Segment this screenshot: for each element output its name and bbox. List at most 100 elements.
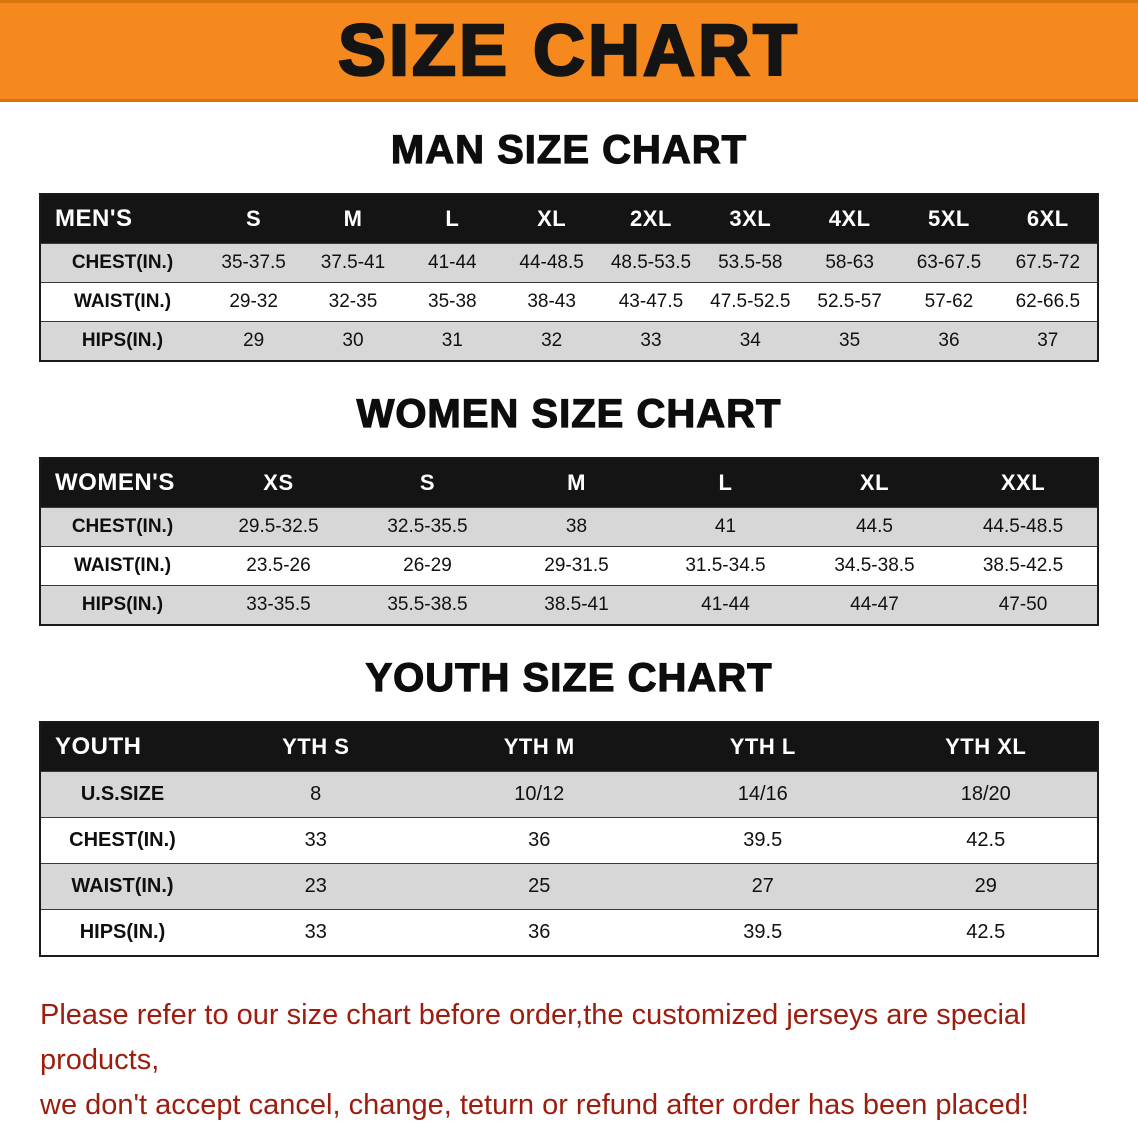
data-cell: 36 xyxy=(427,909,651,956)
row-label: CHEST(IN.) xyxy=(40,243,204,283)
data-cell: 42.5 xyxy=(874,817,1098,864)
data-cell: 62-66.5 xyxy=(998,282,1098,322)
size-header-cell: XL xyxy=(501,194,602,244)
data-cell: 44.5 xyxy=(799,507,949,547)
data-cell: 35 xyxy=(799,321,900,361)
data-cell: 33 xyxy=(203,817,428,864)
data-cell: 37 xyxy=(998,321,1098,361)
women-size-section: WOMEN SIZE CHART WOMEN'S XS S M L XL XXL CHEST(… xyxy=(0,391,1138,626)
data-cell: 39.5 xyxy=(650,817,875,864)
data-cell: 32-35 xyxy=(303,282,403,322)
footer-disclaimer-line2: we don't accept cancel, change, teturn o… xyxy=(40,1088,1029,1121)
data-cell: 26-29 xyxy=(352,546,502,586)
table-row: CHEST(IN.) 35-37.5 37.5-41 41-44 44-48.5 48.5… xyxy=(40,243,1098,283)
size-header-cell: S xyxy=(203,194,304,244)
row-label: WAIST(IN.) xyxy=(40,282,204,322)
data-cell: 58-63 xyxy=(799,243,900,283)
table-row: U.S.SIZE 8 10/12 14/16 18/20 xyxy=(40,771,1098,818)
size-header-cell: YTH S xyxy=(203,722,428,772)
table-title-cell: YOUTH xyxy=(40,722,204,772)
banner: SIZE CHART xyxy=(0,0,1138,102)
youth-size-section: YOUTH SIZE CHART YOUTH YTH S YTH M YTH L YTH… xyxy=(0,655,1138,957)
size-header-cell: 6XL xyxy=(998,194,1098,244)
data-cell: 29-32 xyxy=(203,282,304,322)
footer-disclaimer-line1: Please refer to our size chart before or… xyxy=(40,999,1027,1076)
size-header-cell: L xyxy=(402,194,502,244)
data-cell: 29-31.5 xyxy=(501,546,651,586)
data-cell: 33 xyxy=(601,321,701,361)
data-cell: 67.5-72 xyxy=(998,243,1098,283)
footer-disclaimer: Please refer to our size chart before or… xyxy=(40,993,1098,1128)
table-row: WAIST(IN.) 29-32 32-35 35-38 38-43 43-47.5 47.… xyxy=(40,282,1098,322)
table-header-row: YOUTH YTH S YTH M YTH L YTH XL xyxy=(40,722,1098,772)
data-cell: 41-44 xyxy=(402,243,502,283)
data-cell: 23 xyxy=(203,863,428,910)
size-header-cell: 3XL xyxy=(700,194,800,244)
women-size-table: WOMEN'S XS S M L XL XXL CHEST(IN.) 29.5-32.5 32.5… xyxy=(39,457,1099,626)
size-header-cell: XS xyxy=(203,458,353,508)
data-cell: 41 xyxy=(650,507,800,547)
data-cell: 36 xyxy=(427,817,651,864)
data-cell: 27 xyxy=(650,863,875,910)
data-cell: 25 xyxy=(427,863,651,910)
row-label: CHEST(IN.) xyxy=(40,817,204,864)
size-header-cell: YTH M xyxy=(427,722,651,772)
page-title: SIZE CHART xyxy=(337,11,800,91)
data-cell: 47.5-52.5 xyxy=(700,282,800,322)
size-header-cell: 4XL xyxy=(799,194,900,244)
data-cell: 34.5-38.5 xyxy=(799,546,949,586)
data-cell: 47-50 xyxy=(948,585,1098,625)
data-cell: 29 xyxy=(874,863,1098,910)
women-section-heading: WOMEN SIZE CHART xyxy=(356,391,782,436)
table-row: CHEST(IN.) 33 36 39.5 42.5 xyxy=(40,817,1098,864)
youth-size-table: YOUTH YTH S YTH M YTH L YTH XL U.S.SIZE 8 10/12… xyxy=(39,721,1099,957)
data-cell: 32 xyxy=(501,321,602,361)
data-cell: 37.5-41 xyxy=(303,243,403,283)
data-cell: 41-44 xyxy=(650,585,800,625)
size-header-cell: L xyxy=(650,458,800,508)
row-label: U.S.SIZE xyxy=(40,771,204,818)
table-row: HIPS(IN.) 33 36 39.5 42.5 xyxy=(40,909,1098,956)
data-cell: 53.5-58 xyxy=(700,243,800,283)
table-header-row: MEN'S S M L XL 2XL 3XL 4XL 5XL 6XL xyxy=(40,194,1098,244)
table-row: WAIST(IN.) 23.5-26 26-29 29-31.5 31.5-34.5 34… xyxy=(40,546,1098,586)
row-label: WAIST(IN.) xyxy=(40,863,204,910)
data-cell: 44-47 xyxy=(799,585,949,625)
data-cell: 38.5-42.5 xyxy=(948,546,1098,586)
data-cell: 31 xyxy=(402,321,502,361)
size-header-cell: 5XL xyxy=(899,194,999,244)
data-cell: 23.5-26 xyxy=(203,546,353,586)
size-header-cell: 2XL xyxy=(601,194,701,244)
size-header-cell: YTH L xyxy=(650,722,875,772)
data-cell: 57-62 xyxy=(899,282,999,322)
data-cell: 44-48.5 xyxy=(501,243,602,283)
data-cell: 33-35.5 xyxy=(203,585,353,625)
table-row: HIPS(IN.) 29 30 31 32 33 34 35 36 37 xyxy=(40,321,1098,361)
row-label: HIPS(IN.) xyxy=(40,585,204,625)
data-cell: 48.5-53.5 xyxy=(601,243,701,283)
table-title-cell: MEN'S xyxy=(40,194,204,244)
data-cell: 38 xyxy=(501,507,651,547)
men-size-section: MAN SIZE CHART MEN'S S M L XL 2XL 3XL 4XL 5XL 6XL… xyxy=(0,127,1138,362)
size-header-cell: XXL xyxy=(948,458,1098,508)
data-cell: 10/12 xyxy=(427,771,651,818)
data-cell: 43-47.5 xyxy=(601,282,701,322)
data-cell: 34 xyxy=(700,321,800,361)
size-header-cell: XL xyxy=(799,458,949,508)
size-header-cell: S xyxy=(352,458,502,508)
data-cell: 14/16 xyxy=(650,771,875,818)
men-section-heading: MAN SIZE CHART xyxy=(390,127,748,172)
size-header-cell: M xyxy=(303,194,403,244)
table-row: HIPS(IN.) 33-35.5 35.5-38.5 38.5-41 41-44 44-… xyxy=(40,585,1098,625)
data-cell: 33 xyxy=(203,909,428,956)
row-label: WAIST(IN.) xyxy=(40,546,204,586)
data-cell: 42.5 xyxy=(874,909,1098,956)
row-label: HIPS(IN.) xyxy=(40,909,204,956)
youth-section-heading: YOUTH SIZE CHART xyxy=(365,655,773,700)
men-size-table: MEN'S S M L XL 2XL 3XL 4XL 5XL 6XL CHEST(IN.) 35-37… xyxy=(39,193,1099,362)
data-cell: 52.5-57 xyxy=(799,282,900,322)
data-cell: 36 xyxy=(899,321,999,361)
table-row: WAIST(IN.) 23 25 27 29 xyxy=(40,863,1098,910)
data-cell: 30 xyxy=(303,321,403,361)
